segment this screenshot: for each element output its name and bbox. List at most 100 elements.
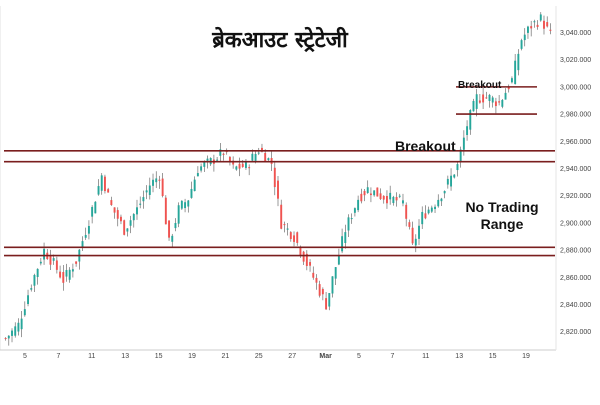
y-tick-label: 2,880.000 bbox=[560, 248, 591, 255]
candle-body bbox=[539, 14, 542, 21]
candle-body bbox=[136, 207, 138, 215]
candle-body bbox=[398, 195, 401, 197]
candle-body bbox=[36, 268, 39, 278]
candle-body bbox=[536, 24, 539, 27]
candle-body bbox=[116, 210, 119, 219]
candle-body bbox=[331, 276, 334, 294]
candle-body bbox=[225, 151, 228, 153]
y-tick-label: 2,960.000 bbox=[560, 139, 591, 146]
candle-body bbox=[446, 178, 449, 185]
candle-body bbox=[91, 206, 94, 217]
y-tick-label: 3,040.000 bbox=[560, 30, 591, 37]
candle-body bbox=[228, 156, 231, 163]
candle-body bbox=[523, 34, 526, 41]
candle-body bbox=[123, 220, 126, 235]
candle-body bbox=[4, 338, 7, 340]
candle-body bbox=[328, 293, 331, 307]
candle-body bbox=[527, 26, 529, 33]
candle-body bbox=[27, 295, 29, 305]
candle-body bbox=[494, 101, 497, 107]
breakout-label-top: Breakout bbox=[458, 80, 502, 91]
candle-body bbox=[219, 149, 222, 156]
candle-body bbox=[424, 213, 427, 219]
candle-body bbox=[52, 258, 55, 261]
candle-body bbox=[379, 193, 382, 200]
candle-body bbox=[334, 267, 337, 279]
x-tick-label: 21 bbox=[222, 353, 230, 360]
candle-body bbox=[286, 228, 289, 230]
candle-body bbox=[418, 225, 420, 239]
candle-body bbox=[321, 289, 324, 295]
candle-body bbox=[280, 204, 283, 229]
candle-body bbox=[504, 92, 507, 100]
candle-body bbox=[405, 204, 408, 219]
candle-body bbox=[155, 178, 158, 183]
candle-body bbox=[459, 149, 462, 163]
candle-body bbox=[402, 200, 404, 204]
candle-body bbox=[184, 202, 187, 209]
candle-body bbox=[341, 236, 344, 252]
x-tick-label: 13 bbox=[121, 353, 129, 360]
candle-body bbox=[107, 189, 110, 193]
no-trading-label-line2: Range bbox=[481, 216, 524, 232]
x-tick-label: 5 bbox=[23, 353, 27, 360]
candle-body bbox=[517, 53, 520, 71]
x-tick-label: 19 bbox=[188, 353, 196, 360]
candle-body bbox=[357, 199, 360, 211]
candle-body bbox=[264, 152, 267, 163]
candle-body bbox=[437, 199, 440, 207]
candle-body bbox=[360, 193, 363, 202]
candle-body bbox=[440, 198, 443, 202]
candle-body bbox=[43, 248, 46, 260]
candle-body bbox=[366, 187, 369, 194]
candle-body bbox=[363, 190, 366, 196]
y-tick-label: 2,920.000 bbox=[560, 193, 591, 200]
candle-body bbox=[171, 235, 174, 242]
candle-body bbox=[244, 161, 247, 168]
candle-body bbox=[491, 97, 494, 103]
candle-body bbox=[251, 153, 254, 161]
candle-body bbox=[55, 260, 58, 270]
candle-body bbox=[174, 222, 177, 229]
candle-body bbox=[222, 153, 225, 155]
candle-body bbox=[453, 174, 456, 178]
candle-body bbox=[65, 270, 68, 277]
candle-body bbox=[177, 205, 180, 224]
candle-body bbox=[30, 288, 33, 290]
candle-body bbox=[434, 206, 436, 210]
candle-body bbox=[158, 179, 161, 181]
level-lines bbox=[4, 86, 555, 257]
candle-body bbox=[411, 227, 414, 244]
candle-body bbox=[382, 195, 385, 200]
candle-body bbox=[148, 185, 151, 195]
candle-body bbox=[129, 220, 132, 226]
candle-body bbox=[408, 222, 411, 227]
candle-body bbox=[305, 253, 308, 266]
candle-body bbox=[312, 272, 315, 278]
candle-body bbox=[267, 158, 270, 161]
candle-body bbox=[443, 190, 446, 194]
candle-body bbox=[232, 160, 235, 165]
candle-body bbox=[325, 298, 328, 310]
candle-body bbox=[520, 40, 523, 49]
candle-body bbox=[507, 87, 510, 90]
candle-body bbox=[498, 101, 501, 103]
x-tick-label: 15 bbox=[489, 353, 497, 360]
candle-body bbox=[75, 261, 78, 264]
candle-body bbox=[482, 94, 485, 103]
x-tick-label: 19 bbox=[522, 353, 530, 360]
candle-body bbox=[216, 159, 219, 161]
x-tick-label: 27 bbox=[288, 353, 296, 360]
y-tick-label: 3,020.000 bbox=[560, 57, 591, 64]
candle-body bbox=[248, 167, 251, 169]
chart-title: ब्रेकआउट स्ट्रेटेजी bbox=[211, 26, 349, 53]
y-tick-label: 2,860.000 bbox=[560, 275, 591, 282]
candle-body bbox=[187, 200, 190, 207]
candle-body bbox=[200, 166, 203, 171]
x-tick-label: 13 bbox=[455, 353, 463, 360]
candle-body bbox=[145, 190, 148, 193]
y-axis-ticks: 2,820.000 2,840.000 2,860.000 2,880.000 2,90… bbox=[560, 30, 591, 336]
candle-body bbox=[110, 200, 113, 206]
y-tick-label: 2,820.000 bbox=[560, 329, 591, 336]
